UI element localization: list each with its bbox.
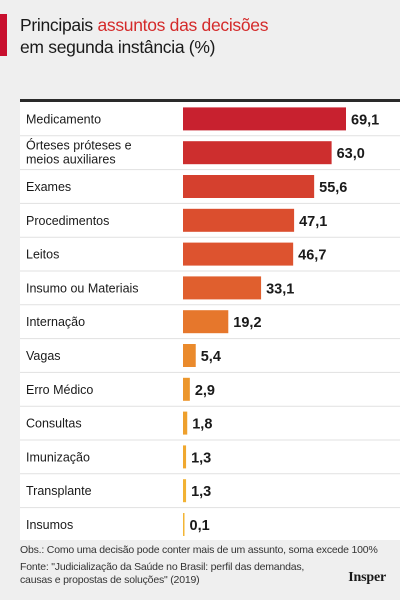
insper-logo: Insper <box>348 570 386 585</box>
value-label: 1,8 <box>192 417 212 433</box>
category-label: Insumo ou Materiais <box>26 281 139 295</box>
bar <box>183 377 190 401</box>
bar <box>183 208 295 232</box>
bar-chart: Medicamento 69,1 Órteses próteses e meios a… <box>20 102 400 540</box>
category-label: Medicamento <box>26 112 101 126</box>
category-label: Insumos <box>26 518 73 532</box>
bar <box>183 310 229 334</box>
value-label: 2,9 <box>195 383 215 399</box>
category-label: Erro Médico <box>26 383 93 397</box>
bar <box>183 175 315 198</box>
bar <box>183 242 294 266</box>
title-text: Principais <box>20 15 98 35</box>
value-label: 0,1 <box>190 518 210 534</box>
bar <box>183 411 188 435</box>
value-label: 1,3 <box>191 450 211 466</box>
bar <box>183 276 262 300</box>
top-rule <box>20 99 400 102</box>
bar <box>183 141 332 165</box>
category-label: Internação <box>26 315 85 329</box>
value-label: 19,2 <box>233 315 261 331</box>
value-label: 46,7 <box>298 248 326 264</box>
accent-bar <box>0 14 7 56</box>
value-label: 69,1 <box>351 112 379 128</box>
value-label: 5,4 <box>201 349 221 365</box>
chart-note: Obs.: Como uma decisão pode conter mais … <box>20 544 378 556</box>
category-label: Consultas <box>26 417 82 431</box>
bar <box>183 445 187 469</box>
category-label: Leitos <box>26 248 59 262</box>
category-label: Transplante <box>26 484 92 498</box>
value-label: 47,1 <box>299 214 327 230</box>
value-label: 55,6 <box>319 180 347 196</box>
chart-title: Principais assuntos das decisões em segu… <box>20 14 269 58</box>
title-line2: em segunda instância (%) <box>20 37 216 57</box>
bar <box>183 107 346 131</box>
category-label: Procedimentos <box>26 214 109 228</box>
bar <box>183 344 196 367</box>
bar <box>183 513 185 536</box>
category-label: Órteses próteses e meios auxiliares <box>26 138 132 167</box>
chart-source: Fonte: "Judicialização da Saúde no Brasi… <box>20 561 305 586</box>
category-label: Imunização <box>26 450 90 464</box>
title-highlight: assuntos das decisões <box>97 15 269 35</box>
bar <box>183 479 187 503</box>
value-label: 33,1 <box>266 281 294 297</box>
category-label: Vagas <box>26 349 61 363</box>
category-label: Exames <box>26 180 71 194</box>
value-label: 63,0 <box>337 146 365 162</box>
value-label: 1,3 <box>191 484 211 500</box>
